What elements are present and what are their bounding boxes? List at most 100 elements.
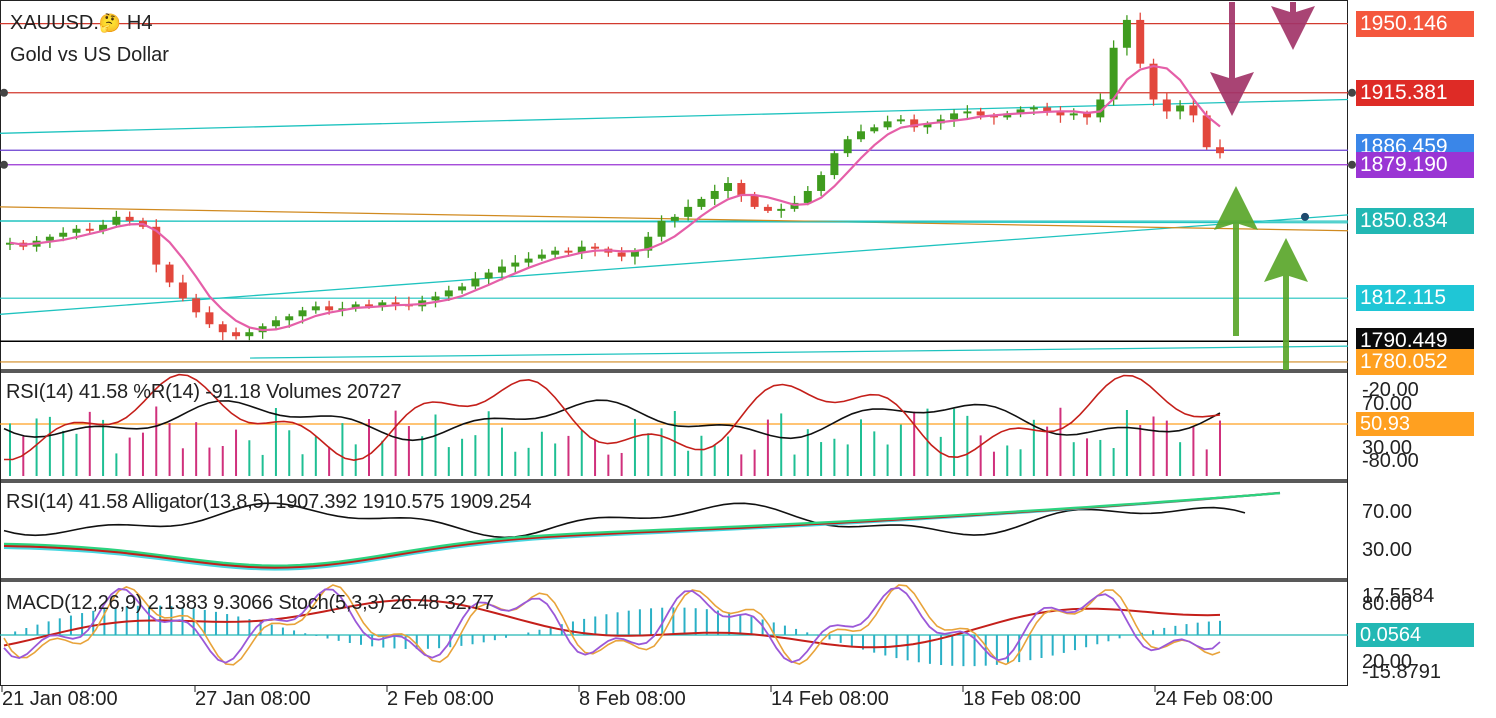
candle-body	[777, 208, 786, 211]
candle-body	[511, 262, 520, 267]
candle-body	[311, 306, 320, 311]
candle-body	[232, 332, 241, 337]
time-tick-label: 2 Feb 08:00	[387, 688, 494, 710]
candle-body	[245, 332, 254, 337]
price-tag[interactable]: 1812.115	[1356, 285, 1474, 312]
candle-body	[45, 236, 54, 241]
symbol-header: XAUUSD.🤔 H4	[10, 12, 152, 35]
candle-body	[1216, 147, 1224, 154]
candle-body	[192, 298, 201, 313]
time-tick-label: 24 Feb 08:00	[1155, 688, 1273, 710]
candle-body	[657, 220, 666, 237]
trend-handle	[1301, 212, 1309, 221]
candle-body	[1202, 115, 1211, 148]
candle-body	[298, 310, 307, 317]
candle-body	[112, 216, 121, 225]
candle-body	[857, 131, 865, 140]
moving-average-line	[9, 64, 1221, 332]
trend-line	[0, 98, 1349, 134]
candle-body	[591, 246, 600, 249]
candle-body	[870, 127, 879, 132]
axis-label: 17.5584	[1362, 585, 1435, 607]
candle-body	[644, 236, 653, 251]
candle-body	[963, 111, 972, 114]
level-handle	[0, 160, 8, 169]
candle-body	[817, 175, 826, 191]
axis-label: -20.00	[1362, 379, 1419, 401]
up-arrow-icon	[1214, 186, 1258, 336]
candle-body	[950, 113, 959, 120]
time-tick-label: 18 Feb 08:00	[963, 688, 1081, 710]
candle-body	[1029, 107, 1038, 110]
panel3-title: MACD(12,26,9) 2.1383 9.3066 Stoch(5,3,3)…	[6, 592, 494, 614]
time-tick-label: 14 Feb 08:00	[771, 688, 889, 710]
candle-body	[378, 302, 387, 307]
time-tick-label: 27 Jan 08:00	[195, 688, 311, 710]
trend-line	[249, 345, 1349, 359]
candle-body	[976, 111, 985, 116]
candle-body	[351, 304, 360, 309]
candle-body	[1109, 47, 1118, 100]
trend-line	[0, 220, 1349, 224]
level-handle	[0, 88, 8, 97]
candle-body	[564, 250, 573, 253]
axis-label: 20.00	[1362, 651, 1413, 673]
candle-body	[1162, 99, 1171, 112]
candle-body	[684, 206, 693, 217]
candle-body	[830, 153, 839, 176]
rsi-line	[3, 399, 1221, 442]
symbol-label: XAUUSD.	[10, 12, 99, 34]
price-tag[interactable]: 1850.834	[1356, 208, 1474, 235]
macd-signal-line	[3, 598, 1221, 649]
candle-body	[630, 250, 639, 257]
panel2-title: RSI(14) 41.58 Alligator(13,8,5) 1907.392…	[6, 491, 532, 513]
axis-label: 30.00	[1362, 437, 1413, 459]
candle-body	[524, 258, 533, 263]
candle-body	[125, 216, 134, 221]
axis-label: 70.00	[1362, 501, 1413, 523]
candle-body	[710, 190, 719, 199]
williams-r-line	[4, 373, 1221, 462]
candle-body	[271, 320, 280, 327]
panel1-title: RSI(14) 41.58 %R(14) -91.18 Volumes 2072…	[6, 381, 402, 403]
candle-body	[59, 232, 68, 237]
candle-body	[1056, 111, 1065, 116]
price-tag[interactable]: 1879.190	[1356, 151, 1474, 178]
trend-line	[0, 214, 1349, 315]
candle-body	[444, 290, 453, 297]
candle-body	[923, 123, 932, 128]
candle-body	[670, 216, 679, 221]
timeframe-label: H4	[126, 12, 153, 34]
candle-body	[1083, 113, 1092, 118]
candle-body	[910, 119, 919, 128]
up-arrow-icon	[1264, 238, 1308, 370]
price-tag[interactable]: 1950.146	[1356, 10, 1474, 37]
candle-body	[750, 194, 759, 207]
candle-body	[285, 316, 294, 321]
symbol-description: Gold vs US Dollar	[10, 44, 169, 66]
time-tick-label: 21 Jan 08:00	[2, 688, 118, 710]
candle-body	[1189, 105, 1198, 116]
stoch-main-line	[3, 584, 1221, 666]
time-tick-label: 8 Feb 08:00	[579, 688, 686, 710]
candle-body	[365, 304, 373, 307]
candle-body	[178, 282, 187, 299]
candle-body	[1096, 99, 1105, 118]
candle-body	[843, 139, 852, 154]
price-tag[interactable]: 1915.381	[1356, 79, 1474, 106]
candle-body	[1016, 109, 1025, 114]
axis-label: -80.00	[1362, 450, 1419, 472]
candle-body	[325, 306, 334, 311]
candle-body	[577, 246, 586, 253]
candle-body	[737, 183, 746, 195]
axis-label: 50.93	[1356, 412, 1474, 436]
price-tag[interactable]: 1780.052	[1356, 348, 1474, 375]
axis-label: -15.8791	[1362, 661, 1441, 683]
level-handle	[1348, 160, 1356, 169]
candle-body	[1043, 107, 1052, 112]
level-handle	[1348, 88, 1356, 97]
candle-body	[617, 252, 626, 257]
rsi-line	[3, 502, 1246, 539]
candle-body	[1003, 113, 1012, 118]
